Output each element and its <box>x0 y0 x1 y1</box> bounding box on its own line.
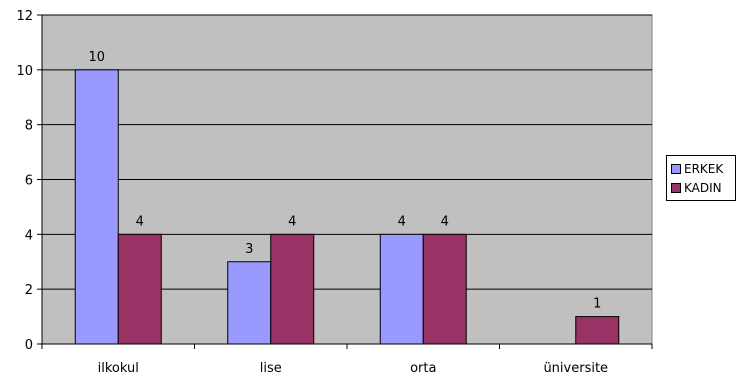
y-tick-label-8: 8 <box>25 119 33 134</box>
x-tick-label-ilkokul: ilkokul <box>98 361 139 376</box>
bar-kadin-ilkokul <box>117 233 162 345</box>
data-labels: 10 4 3 4 4 4 1 <box>88 50 601 312</box>
legend-swatch-erkek <box>671 163 681 174</box>
y-tick-label-2: 2 <box>25 283 33 298</box>
y-tick-label-4: 4 <box>25 228 33 243</box>
legend-swatch-kadin <box>671 182 681 193</box>
data-label-kadin-üniversite: 1 <box>593 297 601 312</box>
bar-kadin-orta <box>422 233 467 345</box>
bar-erkek-orta <box>379 233 424 345</box>
bar-kadin-lise <box>270 233 315 345</box>
legend-item-erkek: ERKEK <box>671 159 735 178</box>
data-label-erkek-ilkokul: 10 <box>88 50 105 65</box>
data-label-kadin-ilkokul: 4 <box>136 214 144 229</box>
data-label-kadin-orta: 4 <box>441 214 449 229</box>
data-label-kadin-lise: 4 <box>288 214 296 229</box>
y-tick-label-0: 0 <box>25 338 33 353</box>
data-label-erkek-orta: 4 <box>398 214 406 229</box>
bar-kadin-üniversite <box>575 316 620 345</box>
x-tick-label-üniversite: üniversite <box>543 361 608 376</box>
y-tick-label-6: 6 <box>25 174 33 189</box>
bar-erkek-ilkokul <box>74 69 119 345</box>
axes: 0 2 4 6 8 10 12 ilkokul lise orta üniversite <box>16 9 653 376</box>
bar-erkek-lise <box>227 261 272 345</box>
legend: ERKEK KADIN <box>666 155 736 201</box>
legend-item-kadin: KADIN <box>671 178 735 197</box>
y-tick-label-10: 10 <box>16 64 33 79</box>
y-tick-label-12: 12 <box>16 9 33 24</box>
x-tick-label-lise: lise <box>260 361 282 376</box>
data-label-erkek-lise: 3 <box>245 242 253 257</box>
x-tick-label-orta: orta <box>410 361 436 376</box>
bars <box>74 69 620 345</box>
legend-label-kadin: KADIN <box>684 180 722 195</box>
legend-label-erkek: ERKEK <box>684 161 724 176</box>
